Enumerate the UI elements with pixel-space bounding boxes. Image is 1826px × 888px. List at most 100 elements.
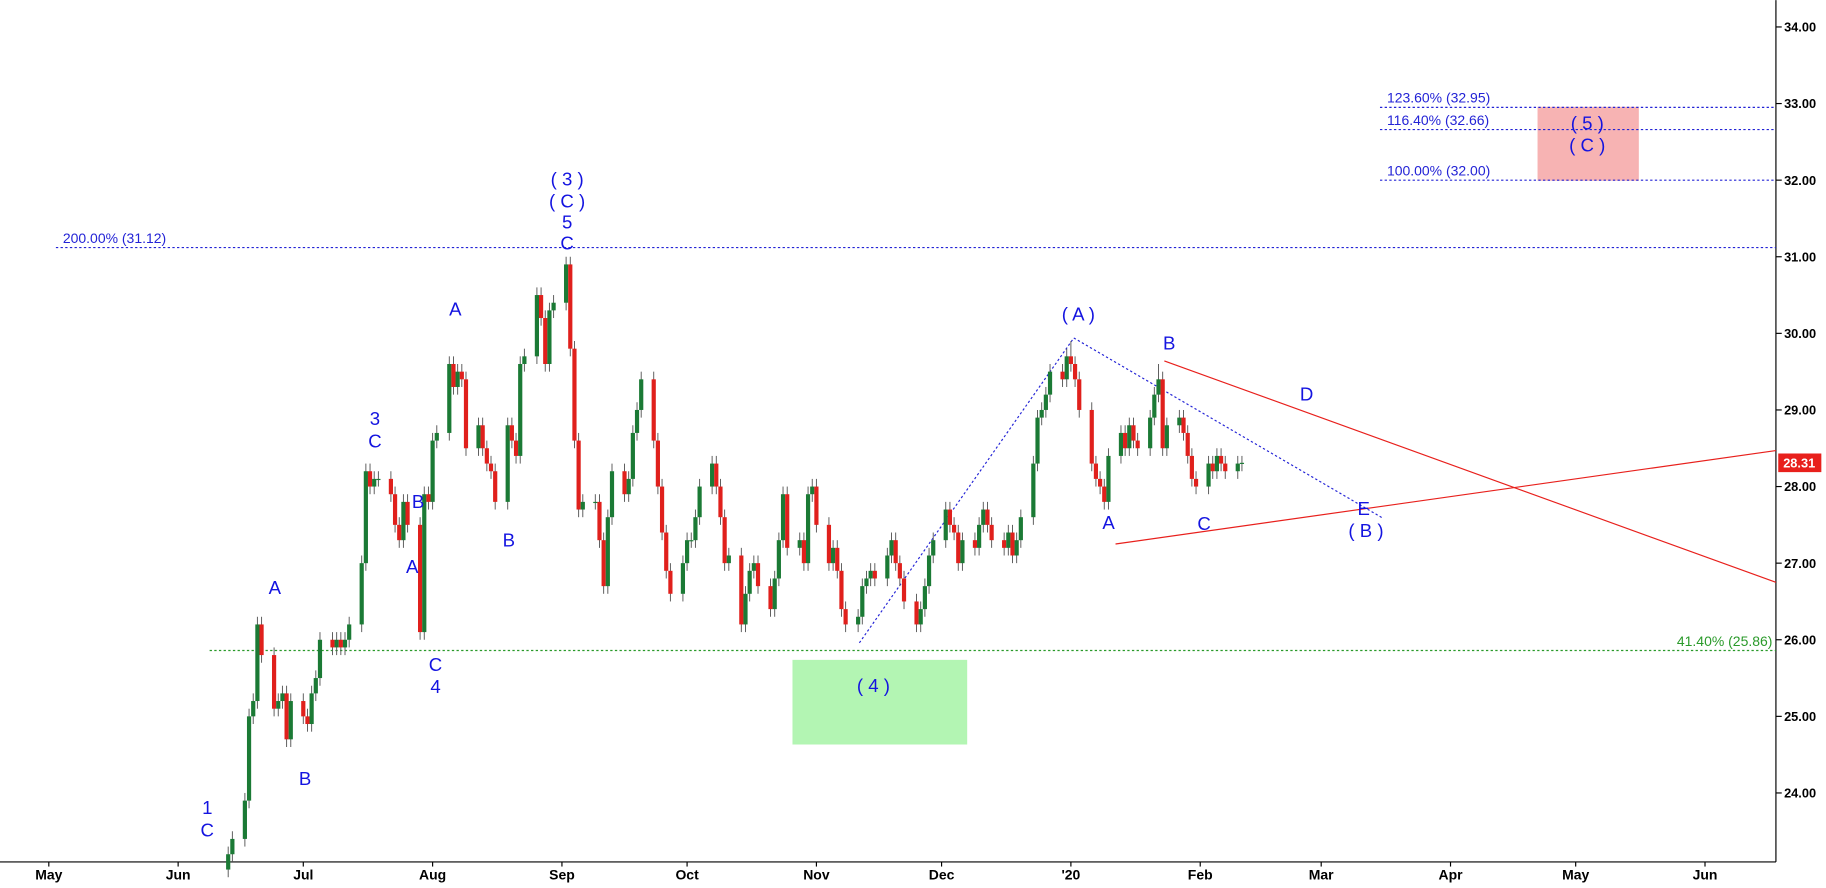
candle-body [947,509,953,525]
wave-label: A [269,577,282,598]
candle-body [626,478,631,495]
wave-label: 3 [370,408,380,429]
candle-body [951,524,957,533]
candle-body [455,371,460,387]
candle-body [1239,462,1245,464]
candle-body [931,540,936,556]
candle-body [1131,425,1136,441]
candle-body [422,494,427,633]
candle-body [922,586,927,610]
wave-label: C [368,430,381,451]
y-tick-label: 27.00 [1784,556,1816,571]
candle-body [513,440,519,456]
candle-body [1193,478,1199,487]
candle-body [1018,517,1023,541]
candle-body [493,471,498,502]
candle-body [981,509,986,525]
x-tick-label: May [35,866,62,882]
candle-body [372,478,377,487]
wave-label: B [503,529,515,550]
candle-body [885,555,890,579]
candle-body [572,348,577,441]
candle-body [1031,463,1036,518]
candle-body [601,540,606,587]
candle-body [405,501,410,525]
x-tick-label: Mar [1309,866,1334,882]
candle-body [856,616,861,625]
candle-body [926,555,932,587]
candle-body [605,517,610,587]
candle-body [739,555,744,625]
candle-body [568,264,573,349]
fib-label: 200.00% (31.12) [63,230,166,246]
wave-label: B [299,768,311,789]
candle-body [689,540,694,542]
candle-body [1010,532,1015,556]
candle-body [534,295,540,357]
candle-body [288,701,293,740]
candle-body [459,371,464,380]
x-tick-label: Jun [1693,866,1718,882]
wave-label: ( C ) [1569,135,1605,156]
candle-body [1160,379,1165,449]
candle-body [301,701,306,717]
candle-body [826,524,832,564]
candle-body [1164,425,1169,449]
trendline [1073,337,1383,519]
candle-body [342,639,348,648]
candle-body [1123,432,1128,449]
candle-body [776,540,781,579]
candle-body [388,478,393,495]
wave-label: ( A ) [1062,303,1095,324]
candle-body [271,655,277,709]
candle-body [226,854,231,870]
candle-body [868,570,873,579]
candle-body [1210,463,1215,472]
candle-body [1068,356,1073,364]
x-tick-label: Jun [166,866,191,882]
candle-body [434,432,439,441]
candle-body [476,425,481,449]
y-tick-label: 24.00 [1784,786,1816,801]
candle-body [864,578,869,587]
candle-body [255,624,260,702]
candle-body [1235,463,1240,472]
candle-body [710,463,715,487]
candle-body [814,486,819,525]
candle-body [914,601,919,625]
candle-body [576,440,581,510]
candle-body [1218,455,1224,464]
candle-body [1206,463,1211,487]
candle-body [447,363,452,433]
candle-body [242,800,247,839]
wave-label: B [1163,333,1175,354]
candle-body [397,524,402,541]
wave-label: 4 [430,676,440,697]
wave-label: ( B ) [1348,520,1383,541]
candle-body [597,501,602,541]
candle-body [418,524,423,633]
candle-body [768,586,773,610]
last-price-label: 28.31 [1783,455,1815,470]
candle-body [684,540,690,564]
candle-body [1006,532,1011,548]
wave-label: 5 [562,211,572,232]
wave-label: ( 3 ) [551,168,584,189]
candle-body [1189,455,1194,479]
candle-body [843,609,848,625]
candle-body [839,570,844,610]
candle-body [330,639,335,648]
candle-body [509,425,514,441]
fib-label: 100.00% (32.00) [1387,162,1490,178]
candle-body [960,540,965,564]
y-tick-label: 31.00 [1784,249,1816,264]
candle-body [772,578,777,610]
candle-body [376,478,381,481]
candle-body [1093,463,1099,479]
candle-body [901,578,907,602]
y-tick-label: 33.00 [1784,96,1816,111]
candle-body [543,318,548,364]
candle-body [1014,540,1019,556]
candle-body [680,563,686,594]
candle-body [309,693,314,725]
